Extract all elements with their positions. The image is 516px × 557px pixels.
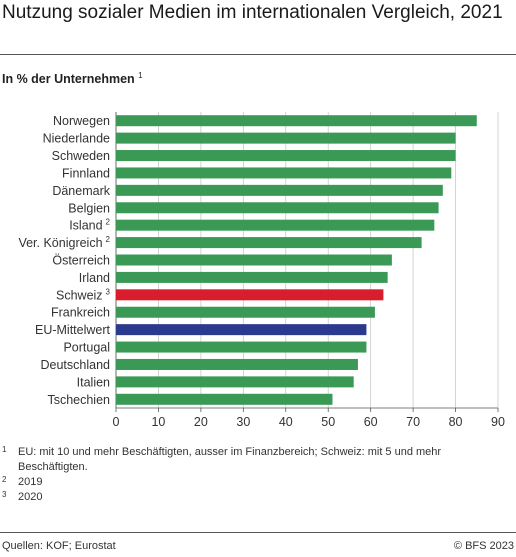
bar	[116, 219, 435, 231]
bar	[116, 289, 384, 301]
bar	[116, 237, 422, 249]
category-label: Schweiz 3	[56, 287, 111, 302]
bar	[116, 393, 333, 405]
x-tick-label: 20	[194, 415, 208, 429]
bar	[116, 306, 375, 318]
subtitle-text: In % der Unternehmen	[2, 72, 135, 86]
footnote-number: 1	[2, 445, 7, 454]
footnote-text: 2020	[18, 491, 43, 503]
category-label: Dänemark	[52, 184, 110, 198]
footnote-1: 1 EU: mit 10 und mehr Beschäftigten, auss…	[2, 445, 507, 475]
footnotes: 1 EU: mit 10 und mehr Beschäftigten, auss…	[2, 445, 507, 505]
x-tick-label: 50	[321, 415, 335, 429]
x-tick-label: 90	[491, 415, 505, 429]
bar	[116, 167, 452, 179]
bar	[116, 132, 456, 144]
footnote-text: 2019	[18, 476, 43, 488]
category-label: Österreich	[52, 254, 110, 268]
subtitle-footnote-marker: 1	[138, 71, 143, 80]
bar	[116, 150, 456, 162]
category-label: Deutschland	[41, 358, 111, 372]
x-tick-label: 70	[406, 415, 420, 429]
category-label: Irland	[79, 271, 110, 285]
footnote-number: 3	[2, 490, 7, 499]
bar	[116, 341, 367, 353]
footnote-2: 2 2019	[2, 475, 507, 490]
bar	[116, 376, 354, 388]
category-label: EU-Mittelwert	[35, 323, 111, 337]
x-tick-label: 40	[279, 415, 293, 429]
bar	[116, 358, 358, 370]
category-label: Finnland	[62, 166, 110, 180]
category-label: Norwegen	[53, 114, 110, 128]
category-label: Island 2	[69, 218, 110, 233]
bar	[116, 324, 367, 336]
category-label: Italien	[77, 375, 110, 389]
bar	[116, 202, 439, 214]
category-label: Portugal	[63, 341, 110, 355]
bar	[116, 271, 388, 283]
footnote-text: EU: mit 10 und mehr Beschäftigten, ausse…	[18, 446, 442, 473]
category-label: Niederlande	[43, 132, 110, 146]
footer-divider	[0, 532, 516, 533]
category-label: Belgien	[68, 201, 110, 215]
copyright-text: © BFS 2023	[453, 540, 514, 552]
footnote-3: 3 2020	[2, 490, 507, 505]
x-tick-label: 60	[364, 415, 378, 429]
x-tick-label: 0	[113, 415, 120, 429]
x-tick-label: 80	[449, 415, 463, 429]
x-tick-label: 10	[151, 415, 165, 429]
title-divider	[0, 54, 516, 55]
category-label: Ver. Königreich 2	[18, 235, 110, 250]
footnote-number: 2	[2, 475, 7, 484]
bar-chart: 0 10 20 30 40 50 60 70 80 90 Norwegen Niederlande Sc…	[18, 112, 505, 429]
bar	[116, 115, 477, 127]
category-label: Tschechien	[47, 393, 110, 407]
x-tick-label: 30	[236, 415, 250, 429]
chart-subtitle: In % der Unternehmen 1	[2, 71, 143, 86]
chart-title: Nutzung sozialer Medien im international…	[2, 2, 503, 23]
footer: Quellen: KOF; Eurostat © BFS 2023	[2, 540, 514, 552]
bar	[116, 254, 392, 266]
bar	[116, 184, 443, 196]
source-text: Quellen: KOF; Eurostat	[2, 540, 116, 552]
category-label: Frankreich	[51, 306, 110, 320]
category-label: Schweden	[52, 149, 110, 163]
